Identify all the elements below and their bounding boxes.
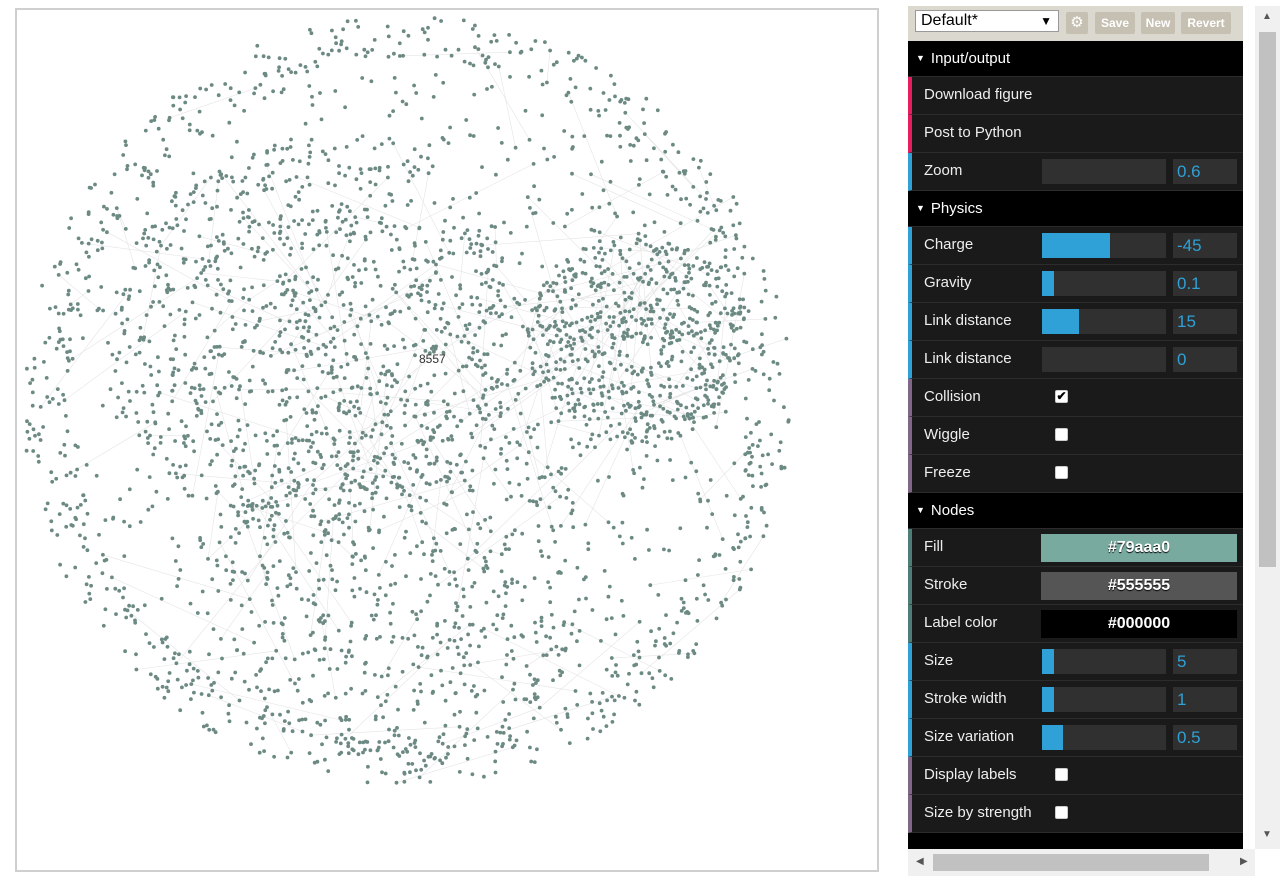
row-label: Size by strength <box>924 804 1032 821</box>
slider-fill <box>1042 687 1055 712</box>
slider-fill <box>1042 233 1111 258</box>
slider-fill <box>1042 309 1080 334</box>
download-figure-button[interactable]: Download figure <box>908 77 1243 115</box>
network-graph[interactable] <box>17 10 877 870</box>
link-distance-input[interactable]: 15 <box>1173 309 1237 334</box>
stroke-width-control: Stroke width 1 <box>908 681 1243 719</box>
scrollbar-thumb[interactable] <box>933 854 1209 871</box>
controls-panel: Default* ▼ ⚙ Save New Revert ▼ Input/outp… <box>908 6 1243 862</box>
link-distance-2-slider[interactable] <box>1042 347 1166 372</box>
folder-title-text: Nodes <box>930 502 975 519</box>
revert-button[interactable]: Revert <box>1181 12 1231 34</box>
size-by-strength-control: Size by strength <box>908 795 1243 833</box>
freeze-control: Freeze <box>908 455 1243 493</box>
size-input[interactable]: 5 <box>1173 649 1237 674</box>
row-label: Link distance <box>924 350 1012 367</box>
folder-nodes[interactable]: ▼ Nodes <box>908 493 1243 529</box>
charge-slider[interactable] <box>1042 233 1166 258</box>
row-label: Wiggle <box>924 426 970 443</box>
save-button[interactable]: Save <box>1095 12 1135 34</box>
link-distance-2-input[interactable]: 0 <box>1173 347 1237 372</box>
size-variation-control: Size variation 0.5 <box>908 719 1243 757</box>
stroke-width-slider[interactable] <box>1042 687 1166 712</box>
row-label: Size <box>924 652 954 669</box>
display-labels-checkbox[interactable] <box>1055 768 1068 781</box>
collision-control: Collision ✔ <box>908 379 1243 417</box>
size-slider[interactable] <box>1042 649 1166 674</box>
size-by-strength-checkbox[interactable] <box>1055 806 1068 819</box>
row-label: Freeze <box>924 464 971 481</box>
row-label: Charge <box>924 236 974 253</box>
charge-input[interactable]: -45 <box>1173 233 1237 258</box>
zoom-slider[interactable] <box>1042 159 1166 184</box>
wiggle-control: Wiggle <box>908 417 1243 455</box>
folder-title-text: Physics <box>930 200 983 217</box>
row-label: Display labels <box>924 766 1017 783</box>
zoom-control: Zoom 0.6 <box>908 153 1243 191</box>
size-variation-input[interactable]: 0.5 <box>1173 725 1237 750</box>
scrollbar-thumb[interactable] <box>1259 32 1276 567</box>
row-label: Label color <box>924 614 998 631</box>
graph-nodes[interactable] <box>24 16 791 785</box>
slider-fill <box>1042 271 1055 296</box>
scroll-up-icon[interactable]: ▲ <box>1262 11 1272 22</box>
stroke-width-input[interactable]: 1 <box>1173 687 1237 712</box>
gravity-input[interactable]: 0.1 <box>1173 271 1237 296</box>
collapse-triangle-icon: ▼ <box>916 505 925 515</box>
gravity-control: Gravity 0.1 <box>908 265 1243 303</box>
scroll-right-icon[interactable]: ▶ <box>1240 856 1248 867</box>
folder-physics[interactable]: ▼ Physics <box>908 191 1243 227</box>
row-label: Gravity <box>924 274 972 291</box>
row-label: Fill <box>924 538 944 555</box>
link-distance-2-control: Link distance 0 <box>908 341 1243 379</box>
scroll-left-icon[interactable]: ◀ <box>916 856 924 867</box>
folder-input-output[interactable]: ▼ Input/output <box>908 41 1243 77</box>
fill-color-input[interactable]: #79aaa0 <box>1041 534 1237 562</box>
row-label: Stroke width <box>924 690 1007 707</box>
post-to-python-button[interactable]: Post to Python <box>908 115 1243 153</box>
graph-canvas[interactable]: 8557 <box>15 8 879 872</box>
gravity-slider[interactable] <box>1042 271 1166 296</box>
zoom-input[interactable]: 0.6 <box>1173 159 1237 184</box>
scroll-down-icon[interactable]: ▼ <box>1262 829 1272 840</box>
stroke-color-input[interactable]: #555555 <box>1041 572 1237 600</box>
folder-title-text: Input/output <box>930 50 1011 67</box>
preset-selected-value: Default* <box>921 12 978 29</box>
collapse-triangle-icon: ▼ <box>916 203 925 213</box>
new-button[interactable]: New <box>1141 12 1175 34</box>
dropdown-arrow-icon: ▼ <box>1040 14 1052 28</box>
collapse-triangle-icon: ▼ <box>916 53 925 63</box>
fill-control: Fill #79aaa0 <box>908 529 1243 567</box>
preset-bar: Default* ▼ ⚙ Save New Revert <box>908 6 1243 41</box>
slider-fill <box>1042 649 1055 674</box>
gear-icon[interactable]: ⚙ <box>1066 12 1088 34</box>
row-label: Size variation <box>924 728 1015 745</box>
node-label: 8557 <box>419 352 446 366</box>
horizontal-scrollbar[interactable]: ◀ ▶ <box>908 849 1255 876</box>
label-color-control: Label color #000000 <box>908 605 1243 643</box>
size-variation-slider[interactable] <box>1042 725 1166 750</box>
stroke-control: Stroke #555555 <box>908 567 1243 605</box>
row-label: Link distance <box>924 312 1012 329</box>
row-label: Post to Python <box>924 124 1022 141</box>
vertical-scrollbar[interactable]: ▲ ▼ <box>1255 6 1280 849</box>
link-distance-control: Link distance 15 <box>908 303 1243 341</box>
display-labels-control: Display labels <box>908 757 1243 795</box>
row-label: Stroke <box>924 576 968 593</box>
wiggle-checkbox[interactable] <box>1055 428 1068 441</box>
row-label: Zoom <box>924 162 963 179</box>
collision-checkbox[interactable]: ✔ <box>1055 389 1068 403</box>
charge-control: Charge -45 <box>908 227 1243 265</box>
graph-links <box>29 47 787 783</box>
size-control: Size 5 <box>908 643 1243 681</box>
row-label: Collision <box>924 388 981 405</box>
row-label: Download figure <box>924 86 1033 103</box>
slider-fill <box>1042 725 1064 750</box>
freeze-checkbox[interactable] <box>1055 466 1068 479</box>
link-distance-slider[interactable] <box>1042 309 1166 334</box>
label-color-input[interactable]: #000000 <box>1041 610 1237 638</box>
preset-select[interactable]: Default* ▼ <box>915 10 1059 32</box>
